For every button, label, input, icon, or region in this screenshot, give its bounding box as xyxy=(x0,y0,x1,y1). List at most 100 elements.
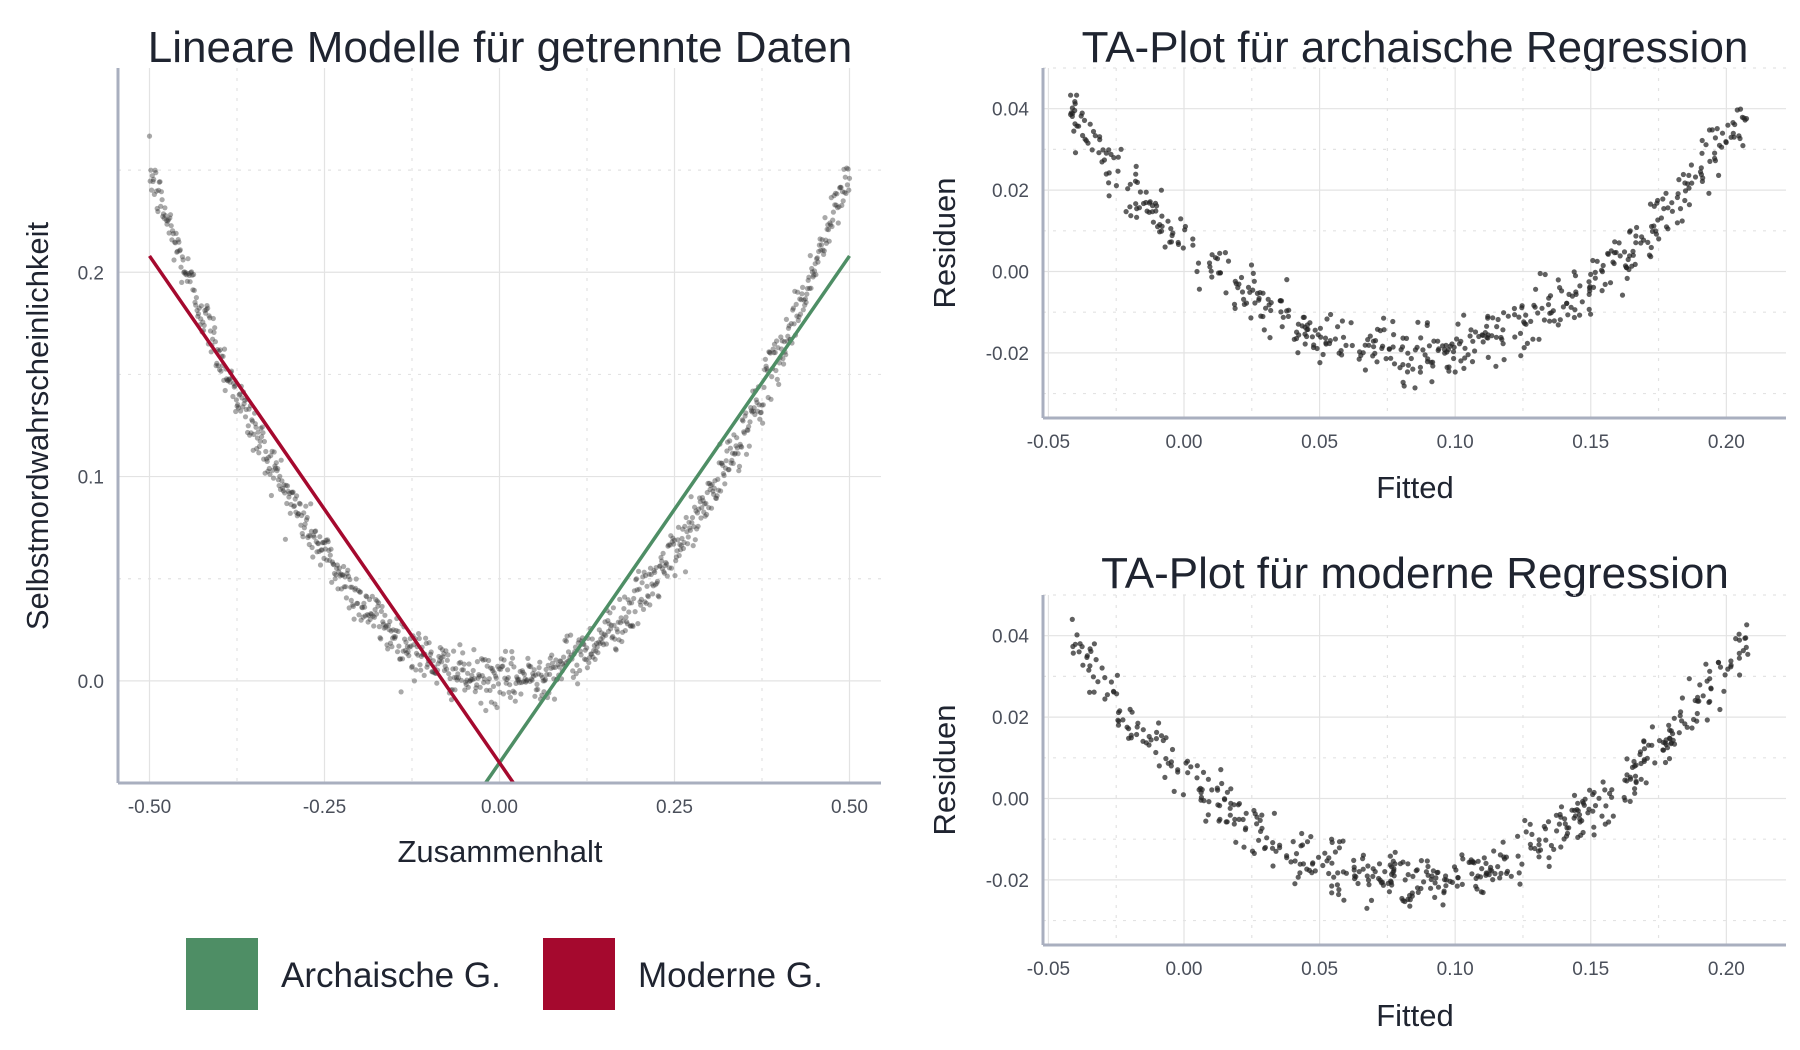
main-scatter-point xyxy=(409,663,415,670)
main-scatter-point xyxy=(629,622,635,629)
main-scatter-point xyxy=(195,311,202,317)
main-scatter-point xyxy=(392,634,398,640)
ta2-scatter-point xyxy=(1335,870,1341,876)
ta1-scatter-point xyxy=(1182,223,1188,230)
main-scatter-point xyxy=(296,511,302,517)
main-scatter-point xyxy=(446,671,452,677)
ta2-scatter-point xyxy=(1262,844,1268,851)
ta2-scatter-point xyxy=(1678,709,1684,715)
ta1-scatter-point xyxy=(1621,249,1628,255)
ta2-scatter-point xyxy=(1535,848,1542,854)
ta1-scatter-point xyxy=(1343,342,1349,348)
main-scatter-point xyxy=(445,652,451,658)
ta1-scatter-point xyxy=(1410,366,1416,372)
main-scatter-point xyxy=(564,633,570,639)
ta1-scatter-point xyxy=(1442,350,1448,356)
ta1-scatter-point xyxy=(1555,322,1561,328)
main-scatter-point xyxy=(225,378,231,384)
main-scatter-point xyxy=(741,430,748,436)
main-scatter-point xyxy=(500,691,506,697)
main-scatter-point xyxy=(542,676,549,683)
main-scatter-point xyxy=(427,651,434,657)
ta-archaic-y-axis-title: Residuen xyxy=(927,178,962,309)
main-scatter-point xyxy=(596,627,602,633)
ta2-scatter-point xyxy=(1086,667,1092,673)
ta1-scatter-point xyxy=(1383,356,1389,362)
main-scatter-point xyxy=(514,676,521,682)
ta2-scatter-point xyxy=(1498,870,1504,877)
ta2-scatter-point xyxy=(1382,869,1388,875)
main-scatter-point xyxy=(306,533,312,539)
main-scatter-point xyxy=(234,403,240,409)
main-scatter-point xyxy=(187,279,193,285)
ta2-scatter-point xyxy=(1117,708,1123,714)
main-scatter-point xyxy=(701,501,708,507)
ta1-scatter-point xyxy=(1285,313,1291,319)
ta1-scatter-point xyxy=(1310,344,1317,351)
main-scatter-point xyxy=(348,597,354,604)
ta1-scatter-point xyxy=(1284,277,1290,283)
main-scatter-point xyxy=(689,515,696,521)
main-scatter-point xyxy=(498,666,504,672)
main-scatter-point xyxy=(570,668,576,674)
ta2-scatter-point xyxy=(1632,786,1638,792)
ta2-scatter-point xyxy=(1546,855,1552,861)
ta1-scatter-point xyxy=(1699,178,1705,184)
ta1-scatter-point xyxy=(1501,357,1507,363)
main-scatter-point xyxy=(760,420,766,426)
main-scatter-point xyxy=(439,659,445,665)
main-scatter-point xyxy=(739,444,745,450)
main-scatter-point xyxy=(217,367,223,373)
main-scatter-point xyxy=(285,488,291,494)
main-scatter-point xyxy=(171,257,177,263)
main-scatter-point xyxy=(379,603,385,610)
main-scatter-point xyxy=(230,393,236,400)
main-scatter-point xyxy=(578,652,584,658)
ta2-scatter-point xyxy=(1677,713,1683,719)
ta2-scatter-point xyxy=(1205,776,1211,782)
main-scatter-point xyxy=(839,189,846,195)
ta1-scatter-point xyxy=(1577,283,1583,289)
main-scatter-point xyxy=(467,678,473,684)
main-scatter-point xyxy=(352,587,358,593)
main-scatter-point xyxy=(778,334,784,340)
main-scatter-point xyxy=(745,427,751,433)
ta2-scatter-point xyxy=(1536,842,1542,848)
main-scatter-point xyxy=(586,655,593,661)
main-scatter-point xyxy=(558,658,564,665)
main-scatter-point xyxy=(245,429,251,436)
ta1-scatter-point xyxy=(1485,315,1491,321)
ta2-scatter-point xyxy=(1251,807,1257,814)
main-scatter-point xyxy=(322,546,328,552)
ta1-scatter-point xyxy=(1611,260,1617,267)
main-scatter-point xyxy=(423,635,429,641)
main-scatter-point xyxy=(763,363,769,369)
ta1-scatter-point xyxy=(1225,258,1232,264)
ta2-scatter-point xyxy=(1532,845,1538,852)
ta1-scatter-point xyxy=(1397,365,1403,371)
main-scatter-point xyxy=(403,639,409,645)
main-scatter-point xyxy=(803,299,809,305)
main-scatter-point xyxy=(565,649,572,655)
ta2-scatter-point xyxy=(1405,872,1411,878)
main-scatter-point xyxy=(476,672,482,678)
main-scatter-point xyxy=(226,376,232,382)
main-scatter-point xyxy=(737,441,743,447)
ta2-scatter-point xyxy=(1600,779,1606,785)
ta1-scatter-point xyxy=(1302,331,1308,337)
ta1-scatter-point xyxy=(1452,369,1458,375)
main-scatter-point xyxy=(795,289,801,295)
main-scatter-point xyxy=(149,187,155,193)
main-scatter-point xyxy=(158,203,164,209)
main-scatter-point xyxy=(283,482,289,488)
ta1-scatter-point xyxy=(1128,213,1134,219)
main-scatter-point xyxy=(178,264,184,270)
ta1-scatter-point xyxy=(1568,304,1574,310)
ta2-scatter-point xyxy=(1326,870,1332,877)
main-scatter-point xyxy=(289,490,295,496)
main-scatter-point xyxy=(653,565,659,571)
main-scatter-point xyxy=(466,661,472,667)
main-scatter-point xyxy=(376,624,382,630)
main-scatter-point xyxy=(453,666,459,672)
main-scatter-point xyxy=(726,467,732,473)
